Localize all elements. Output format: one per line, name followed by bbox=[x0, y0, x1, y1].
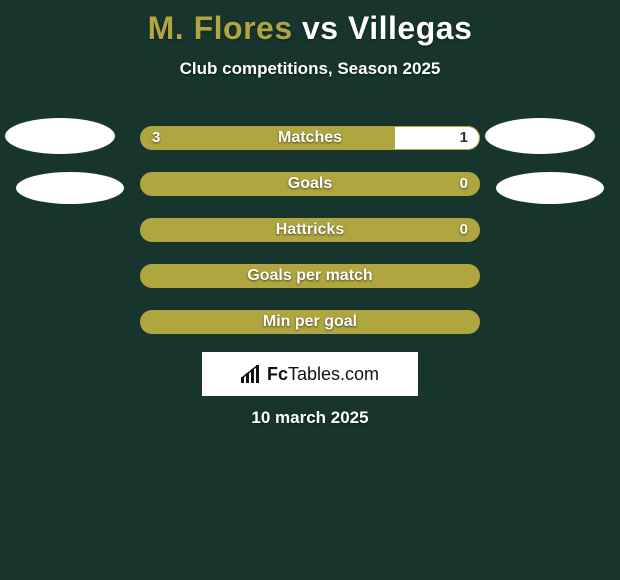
date-text: 10 march 2025 bbox=[0, 408, 620, 428]
logo-bars-icon bbox=[241, 365, 263, 383]
subtitle: Club competitions, Season 2025 bbox=[0, 59, 620, 79]
bar-track bbox=[140, 126, 480, 150]
bar-left-fill bbox=[141, 173, 479, 195]
bar-track bbox=[140, 310, 480, 334]
logo-box: FcTables.com bbox=[202, 352, 418, 396]
value-right: 1 bbox=[460, 126, 468, 150]
bar-track bbox=[140, 264, 480, 288]
stat-row: Hattricks0 bbox=[0, 210, 620, 256]
page-title: M. Flores vs Villegas bbox=[0, 0, 620, 47]
title-player2: Villegas bbox=[348, 10, 472, 46]
value-right: 0 bbox=[460, 218, 468, 242]
comparison-card: M. Flores vs Villegas Club competitions,… bbox=[0, 0, 620, 580]
value-left: 3 bbox=[152, 126, 160, 150]
value-right: 0 bbox=[460, 172, 468, 196]
logo-text: FcTables.com bbox=[267, 364, 379, 385]
bar-left-fill bbox=[141, 219, 479, 241]
bar-left-fill bbox=[141, 265, 479, 287]
stat-row: Goals per match bbox=[0, 256, 620, 302]
logo-text-rest: Tables.com bbox=[288, 364, 379, 384]
stat-rows: Matches31Goals0Hattricks0Goals per match… bbox=[0, 118, 620, 348]
title-player1: M. Flores bbox=[148, 10, 293, 46]
stat-row: Matches31 bbox=[0, 118, 620, 164]
bar-left-fill bbox=[141, 311, 479, 333]
bar-left-fill bbox=[141, 127, 395, 149]
logo-text-bold: Fc bbox=[267, 364, 288, 384]
title-separator: vs bbox=[293, 10, 348, 46]
bar-track bbox=[140, 218, 480, 242]
stat-row: Goals0 bbox=[0, 164, 620, 210]
bar-track bbox=[140, 172, 480, 196]
stat-row: Min per goal bbox=[0, 302, 620, 348]
logo: FcTables.com bbox=[241, 364, 379, 385]
